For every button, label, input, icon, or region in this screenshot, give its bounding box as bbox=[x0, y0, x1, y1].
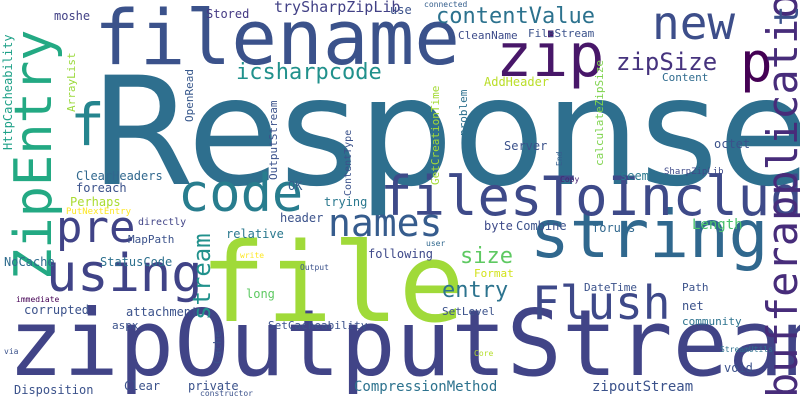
word-stored: Stored bbox=[206, 7, 250, 21]
word-end: End bbox=[555, 151, 564, 166]
word-icsharpcode: icsharpcode bbox=[236, 60, 382, 85]
word-setlevel: SetLevel bbox=[442, 305, 495, 318]
word-aspx: aspx bbox=[112, 319, 139, 332]
word-streamutils: StreamUtils bbox=[720, 345, 773, 354]
word-following: following bbox=[368, 247, 434, 261]
word-net: net bbox=[682, 299, 704, 313]
word-length: Length bbox=[692, 217, 743, 233]
word-openread: OpenRead bbox=[183, 69, 196, 122]
word-outputstream: OutputStream bbox=[267, 100, 280, 180]
word-zipsize: zipSize bbox=[616, 48, 718, 76]
word-problem: problem bbox=[457, 89, 470, 136]
word-attachment: attachment bbox=[126, 305, 199, 319]
word-zipoutputstream: zipOutputStream bbox=[8, 290, 800, 397]
word-putnextentry: PutNextEntry bbox=[66, 207, 132, 217]
word-seem: seem bbox=[620, 169, 649, 183]
word-contenttype: ContentType bbox=[343, 129, 354, 196]
word-setcacheability: SetCacheability bbox=[268, 319, 368, 332]
word-response: Response bbox=[90, 46, 800, 220]
word-void: void bbox=[724, 361, 753, 375]
word-header: header bbox=[280, 211, 324, 225]
word-cleanname: CleanName bbox=[458, 29, 518, 42]
word-use: use bbox=[390, 3, 412, 17]
word-octet: octet bbox=[714, 137, 751, 151]
word-file: file bbox=[200, 219, 465, 347]
word-names: names bbox=[328, 201, 443, 245]
word-mappath: MapPath bbox=[128, 233, 175, 246]
word-filestream: FileStream bbox=[528, 27, 595, 40]
word-zipoutstream: zipoutStream bbox=[592, 379, 694, 395]
word-constructor: constructor bbox=[200, 389, 253, 398]
word-immediate: immediate bbox=[16, 295, 60, 304]
word-output: Output bbox=[300, 263, 329, 272]
word-zip: zip bbox=[496, 21, 605, 91]
word-filename: filename bbox=[94, 0, 461, 82]
word-perhaps: Perhaps bbox=[70, 195, 121, 209]
word-string: string bbox=[530, 196, 769, 273]
word-sharpziplib: SharpZipLib bbox=[664, 167, 724, 177]
word-arraylist: ArrayList bbox=[65, 52, 78, 112]
word-f: f bbox=[70, 91, 105, 159]
word-forums: forums bbox=[592, 221, 636, 235]
word-trysharpziplib: tryShar​pZipLib bbox=[274, 0, 401, 16]
word-format: Format bbox=[474, 267, 514, 280]
word-tr: tr bbox=[767, 0, 800, 26]
word-pre: pre bbox=[56, 202, 136, 253]
word-contentvalue: contentValue bbox=[436, 4, 595, 29]
word-via: via bbox=[4, 347, 19, 356]
word-clear: Clear bbox=[124, 379, 161, 393]
word-calculatezipsize: calculateZipSize bbox=[593, 60, 606, 166]
word-using: using bbox=[46, 244, 203, 304]
word-corrupted: corrupted bbox=[24, 303, 90, 317]
word-copy: Copy bbox=[560, 175, 580, 184]
word-bufferapplication: bufferapplication bbox=[758, 0, 800, 398]
word-private: private bbox=[188, 379, 239, 393]
word-p: p bbox=[740, 31, 773, 94]
word-relative: relative bbox=[226, 227, 284, 241]
word-write: write bbox=[240, 251, 265, 260]
word-entry: entry bbox=[442, 278, 509, 303]
word-httpcacheability: HttpCacheability bbox=[1, 34, 15, 150]
word-nocache: NoCache bbox=[4, 255, 55, 269]
word-user: user bbox=[426, 239, 446, 248]
word-core: Core bbox=[474, 349, 494, 358]
word-ok: OK bbox=[288, 179, 303, 193]
word-community: community bbox=[682, 315, 742, 328]
word-addheader: AddHeader bbox=[484, 75, 550, 89]
word-server: Server bbox=[504, 139, 548, 153]
word-flush: Flush bbox=[532, 276, 671, 330]
word-byte: byte bbox=[484, 219, 513, 233]
word-code: code bbox=[178, 164, 304, 224]
word-size: size bbox=[460, 244, 513, 269]
word-long: long bbox=[246, 287, 275, 301]
word-path: Path bbox=[682, 281, 709, 294]
word-datetime: DateTime bbox=[584, 281, 637, 294]
word-disposition: Disposition bbox=[14, 383, 94, 397]
word-cache: Cache bbox=[211, 330, 224, 364]
word-compressionmethod: CompressionMethod bbox=[354, 379, 498, 395]
word-content: Content bbox=[662, 71, 709, 84]
word-filestoinclude: filesToInclude bbox=[380, 165, 800, 228]
word-statuscode: StatusCode bbox=[100, 255, 173, 269]
word-new: new bbox=[652, 0, 736, 50]
word-getcreationtime: GetCreationTime bbox=[429, 85, 442, 185]
word-directly: directly bbox=[138, 217, 187, 228]
word-clearheaders: ClearHeaders bbox=[76, 169, 163, 183]
word-moshe: moshe bbox=[54, 9, 91, 23]
word-combine: Combine bbox=[516, 219, 567, 233]
word-foreach: foreach bbox=[76, 181, 127, 195]
word-connected: connected bbox=[424, 0, 468, 9]
word-trying: trying bbox=[324, 195, 368, 209]
word-zipentry: ZipEntry bbox=[4, 29, 64, 280]
